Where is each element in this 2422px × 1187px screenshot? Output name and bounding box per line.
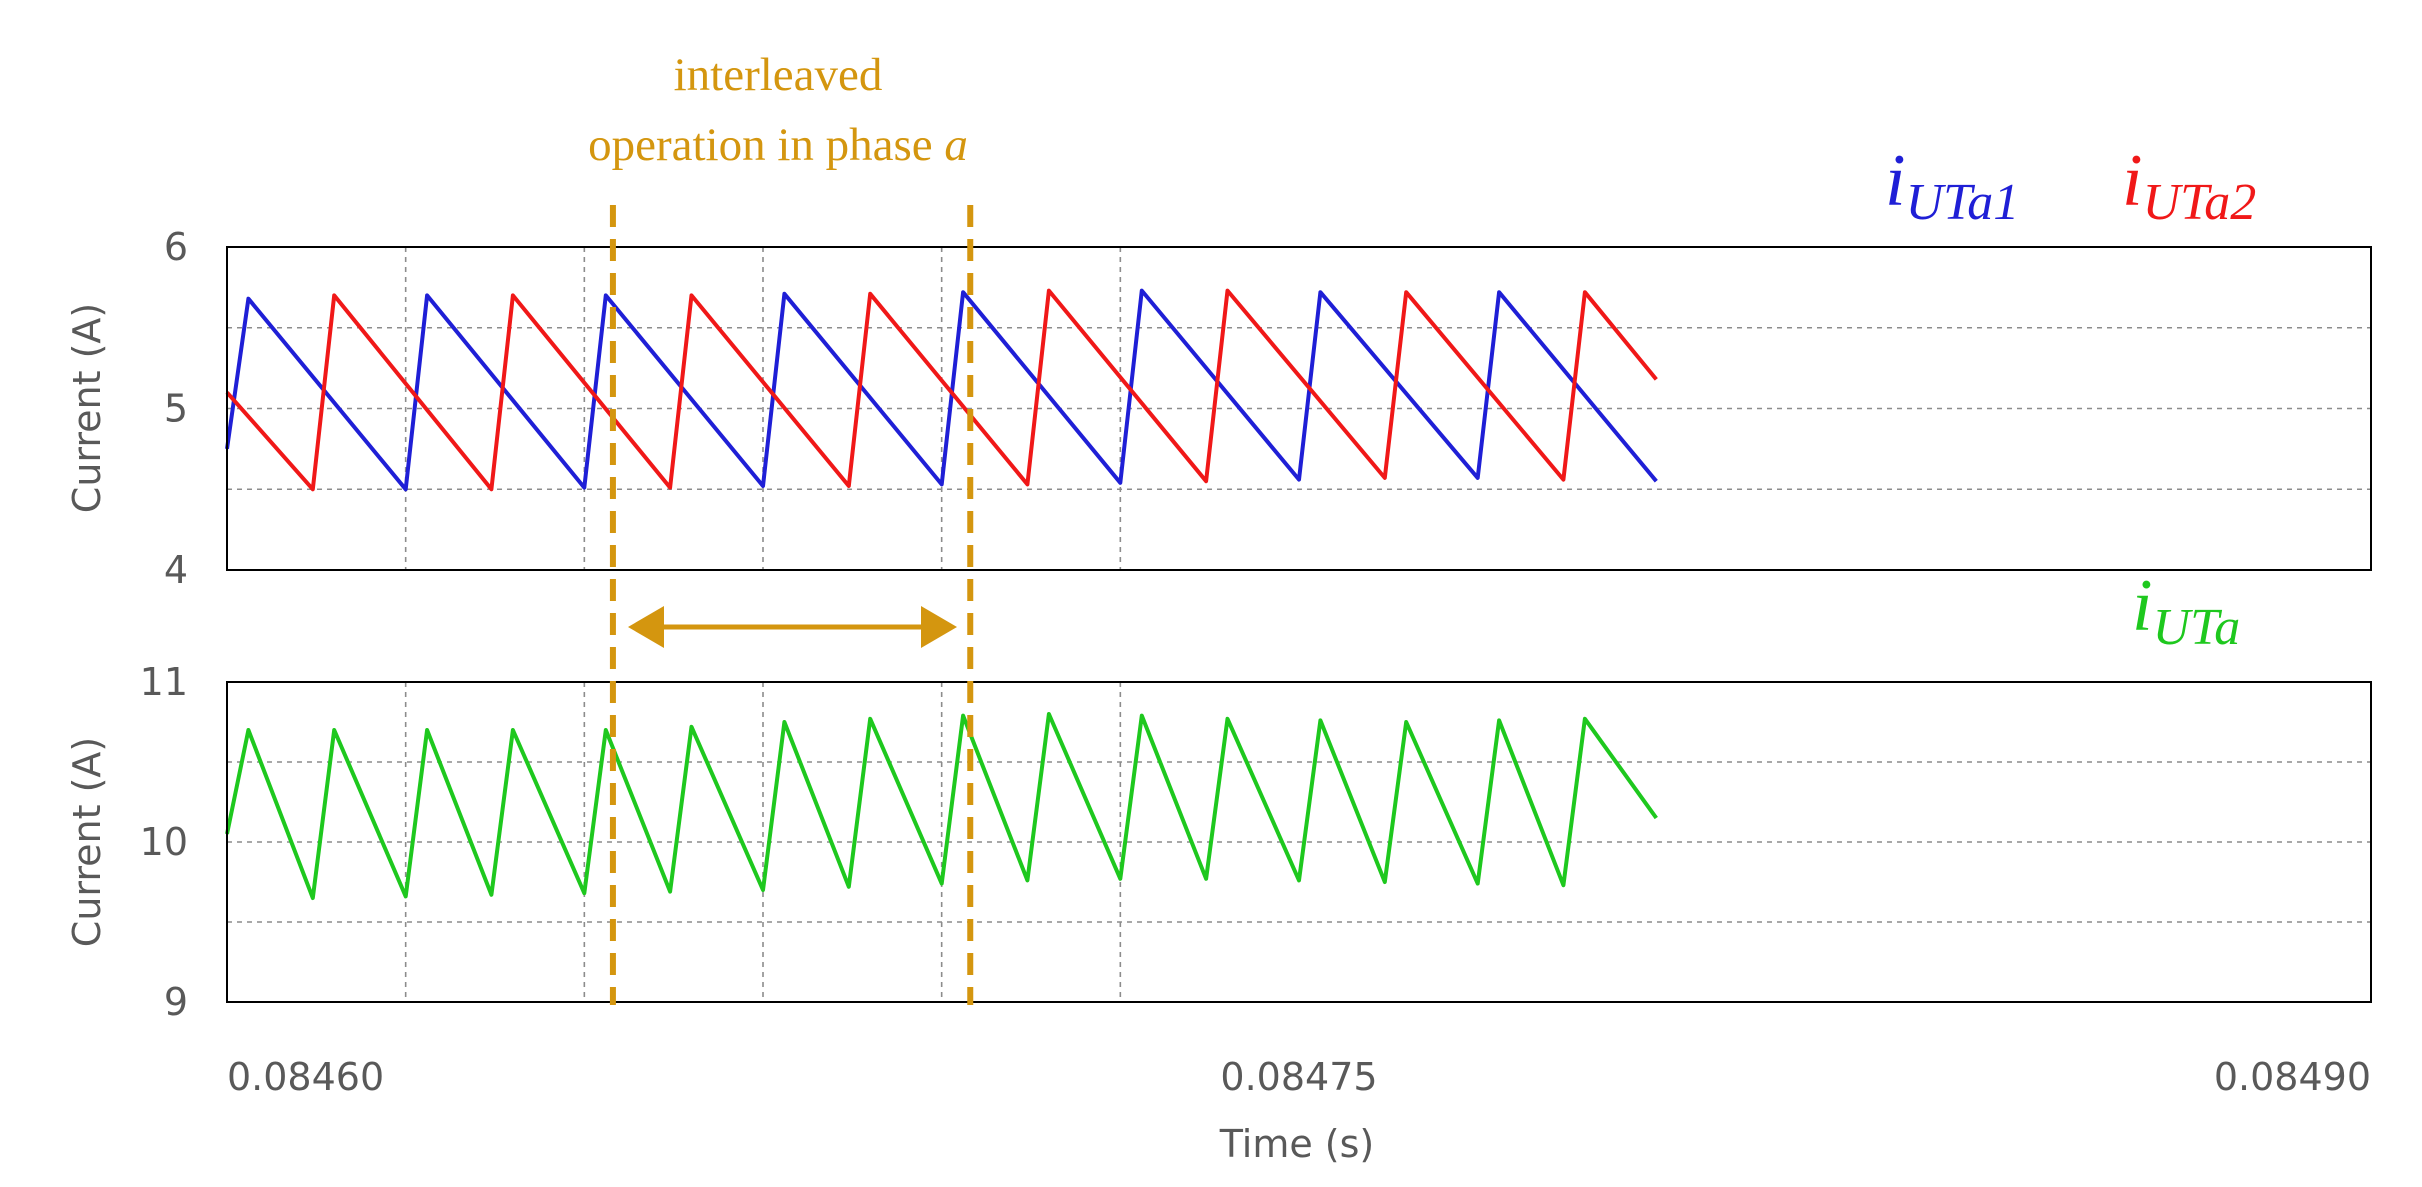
legend-iUTa-sub: UTa bbox=[2153, 599, 2241, 656]
interleave-arrow bbox=[628, 606, 957, 648]
interleave-markers bbox=[609, 205, 974, 1005]
interleave-arrow-left-head bbox=[628, 606, 664, 648]
bottom-panel-yticks: 11 10 9 bbox=[140, 660, 188, 1024]
legend-iUTa2-sub: UTa2 bbox=[2143, 174, 2257, 231]
top-y-axis-label: Current (A) bbox=[65, 303, 109, 513]
annotation-line-1: interleaved bbox=[674, 49, 883, 101]
top-panel-grid bbox=[227, 247, 2371, 570]
x-axis-ticks: 0.08460 0.08475 0.08490 bbox=[227, 1055, 2371, 1099]
y-tick-label: 10 bbox=[140, 820, 188, 864]
annotation-line-2-text: operation in phase bbox=[588, 119, 944, 171]
legend-iUTa1: iUTa1 bbox=[1885, 140, 2019, 231]
bottom-panel-frame bbox=[226, 681, 2372, 1003]
y-tick-label: 5 bbox=[164, 387, 188, 431]
x-tick-label: 0.08490 bbox=[2214, 1055, 2371, 1099]
bottom-panel-grid bbox=[227, 682, 2371, 1002]
series-line-iUTa1 bbox=[225, 288, 1658, 492]
y-tick-label: 4 bbox=[164, 548, 188, 592]
series-line-iUTa bbox=[225, 712, 1658, 900]
top-panel-series bbox=[225, 288, 1658, 492]
x-tick-label: 0.08475 bbox=[1220, 1055, 1377, 1099]
series-line-iUTa2 bbox=[225, 288, 1658, 492]
legend-iUTa1-main: i bbox=[1885, 140, 1906, 222]
top-panel-frame bbox=[226, 246, 2372, 571]
annotation-line-2: operation in phase a bbox=[588, 119, 968, 171]
y-tick-label: 11 bbox=[140, 660, 188, 704]
legend-iUTa: iUTa bbox=[2132, 565, 2240, 656]
y-tick-label: 6 bbox=[164, 225, 188, 269]
legend-iUTa-main: i bbox=[2132, 565, 2153, 647]
interleave-arrow-right-head bbox=[921, 606, 957, 648]
legend-iUTa1-sub: UTa1 bbox=[1906, 174, 2020, 231]
x-axis-label: Time (s) bbox=[1219, 1122, 1375, 1166]
annotation-phase-var: a bbox=[944, 119, 968, 171]
bottom-panel-series bbox=[225, 712, 1658, 900]
y-tick-label: 9 bbox=[164, 980, 188, 1024]
legend-iUTa2: iUTa2 bbox=[2122, 140, 2256, 231]
legend-iUTa2-main: i bbox=[2122, 140, 2143, 222]
x-tick-label: 0.08460 bbox=[227, 1055, 384, 1099]
top-panel-yticks: 6 5 4 bbox=[164, 225, 188, 592]
bottom-y-axis-label: Current (A) bbox=[65, 737, 109, 947]
